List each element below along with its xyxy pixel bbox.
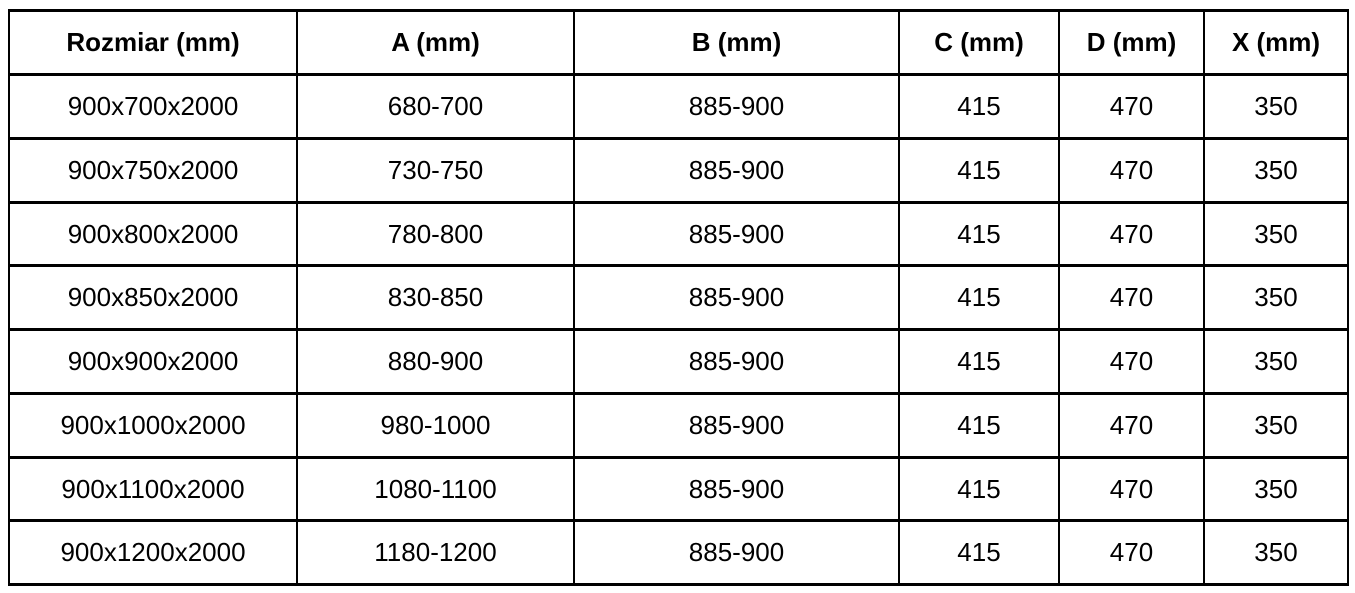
table-cell: 900x900x2000 xyxy=(8,328,298,395)
table-row: 900x850x2000 830-850 885-900 415 470 350 xyxy=(8,264,1349,331)
table-cell: 415 xyxy=(898,136,1060,204)
column-header-b: B (mm) xyxy=(573,9,900,76)
table-header-row: Rozmiar (mm) A (mm) B (mm) C (mm) D (mm)… xyxy=(8,9,1349,76)
table-cell: 470 xyxy=(1058,391,1205,459)
table-cell: 900x1000x2000 xyxy=(8,391,298,459)
table-cell: 730-750 xyxy=(296,136,575,204)
table-cell: 470 xyxy=(1058,264,1205,331)
table-row: 900x700x2000 680-700 885-900 415 470 350 xyxy=(8,73,1349,140)
table-cell: 1080-1100 xyxy=(296,455,575,523)
table-cell: 415 xyxy=(898,455,1060,523)
table-cell: 470 xyxy=(1058,328,1205,395)
table-cell: 885-900 xyxy=(573,455,900,523)
column-header-x: X (mm) xyxy=(1203,9,1349,76)
table-cell: 885-900 xyxy=(573,136,900,204)
table-cell: 830-850 xyxy=(296,264,575,331)
table-cell: 900x1200x2000 xyxy=(8,519,298,586)
table-row: 900x1100x2000 1080-1100 885-900 415 470 350 xyxy=(8,455,1349,523)
table-cell: 350 xyxy=(1203,264,1349,331)
table-cell: 350 xyxy=(1203,391,1349,459)
table-cell: 885-900 xyxy=(573,73,900,140)
table-cell: 470 xyxy=(1058,455,1205,523)
table-cell: 885-900 xyxy=(573,200,900,268)
table-cell: 470 xyxy=(1058,200,1205,268)
table-cell: 350 xyxy=(1203,136,1349,204)
table-cell: 900x700x2000 xyxy=(8,73,298,140)
table-row: Rozmiar (mm) A (mm) B (mm) C (mm) D (mm)… xyxy=(8,9,1349,76)
table-cell: 880-900 xyxy=(296,328,575,395)
table-cell: 350 xyxy=(1203,519,1349,586)
table-cell: 900x750x2000 xyxy=(8,136,298,204)
column-header-d: D (mm) xyxy=(1058,9,1205,76)
table-body: 900x700x2000 680-700 885-900 415 470 350 900x7… xyxy=(8,73,1349,586)
size-table: Rozmiar (mm) A (mm) B (mm) C (mm) D (mm)… xyxy=(8,9,1349,586)
table-cell: 900x800x2000 xyxy=(8,200,298,268)
table-row: 900x750x2000 730-750 885-900 415 470 350 xyxy=(8,136,1349,204)
table-cell: 350 xyxy=(1203,328,1349,395)
table-cell: 415 xyxy=(898,391,1060,459)
table-cell: 900x850x2000 xyxy=(8,264,298,331)
table-row: 900x800x2000 780-800 885-900 415 470 350 xyxy=(8,200,1349,268)
table-cell: 415 xyxy=(898,264,1060,331)
table-cell: 415 xyxy=(898,328,1060,395)
table-cell: 470 xyxy=(1058,73,1205,140)
table-row: 900x900x2000 880-900 885-900 415 470 350 xyxy=(8,328,1349,395)
table-row: 900x1000x2000 980-1000 885-900 415 470 350 xyxy=(8,391,1349,459)
table-cell: 885-900 xyxy=(573,519,900,586)
table-cell: 415 xyxy=(898,519,1060,586)
table-cell: 1180-1200 xyxy=(296,519,575,586)
table-cell: 415 xyxy=(898,73,1060,140)
table-cell: 900x1100x2000 xyxy=(8,455,298,523)
table-cell: 415 xyxy=(898,200,1060,268)
table-cell: 885-900 xyxy=(573,328,900,395)
table-cell: 885-900 xyxy=(573,391,900,459)
table-cell: 885-900 xyxy=(573,264,900,331)
table-cell: 350 xyxy=(1203,200,1349,268)
table-cell: 350 xyxy=(1203,73,1349,140)
table-cell: 780-800 xyxy=(296,200,575,268)
column-header-a: A (mm) xyxy=(296,9,575,76)
table-cell: 350 xyxy=(1203,455,1349,523)
table-cell: 680-700 xyxy=(296,73,575,140)
column-header-rozmiar: Rozmiar (mm) xyxy=(8,9,298,76)
table-cell: 470 xyxy=(1058,519,1205,586)
table-cell: 980-1000 xyxy=(296,391,575,459)
table-row: 900x1200x2000 1180-1200 885-900 415 470 350 xyxy=(8,519,1349,586)
column-header-c: C (mm) xyxy=(898,9,1060,76)
table-cell: 470 xyxy=(1058,136,1205,204)
